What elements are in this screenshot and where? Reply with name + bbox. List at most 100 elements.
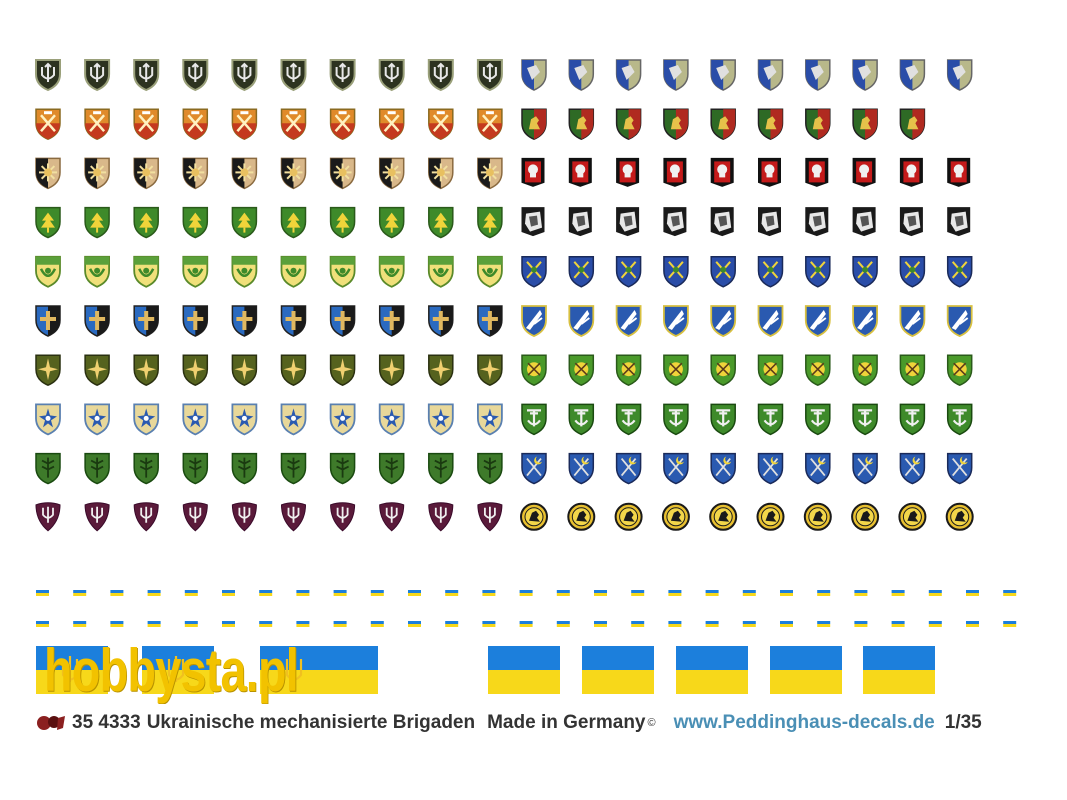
flag-strip [408, 590, 421, 596]
flag-strip [482, 621, 496, 627]
insignia-wolf-black-white [521, 207, 545, 237]
flag-strip [631, 590, 645, 596]
flag-strip [482, 590, 496, 596]
insignia-blue-wing-khaki [568, 59, 595, 91]
insignia-blue-wing-khaki [899, 59, 926, 91]
insignia-wolf-black-white [663, 207, 687, 237]
trident-icon [167, 656, 185, 682]
insignia-skull-black-red [758, 157, 781, 187]
insignia-star-blue-tan [378, 403, 405, 436]
insignia-rider-gold-round [945, 502, 974, 531]
insignia-wreath-yellow-green [231, 255, 258, 288]
insignia-skull-black-red [899, 157, 923, 187]
insignia-star-green-yellow [899, 354, 926, 387]
insignia-swords-blue [899, 256, 926, 288]
insignia-rider-gold-round [661, 502, 690, 531]
insignia-lion-green-red [663, 108, 689, 141]
origin-note: Made in Germany [487, 712, 646, 733]
insignia-blue-wing-khaki [805, 59, 831, 91]
insignia-wolf-black-white [947, 207, 971, 237]
insignia-plant-green [84, 452, 110, 485]
insignia-trident-drop-purple [477, 502, 503, 532]
trident-icon [285, 656, 303, 682]
insignia-wreath-yellow-green [378, 255, 405, 288]
flag-strip [966, 621, 979, 627]
insignia-anchor-green [521, 403, 547, 436]
insignia-rider-gold-round [756, 502, 785, 531]
insignia-star-blue-tan [427, 403, 454, 436]
flag-strip [854, 590, 868, 596]
insignia-wolf-black-white [568, 207, 592, 237]
insignia-orange-axes-red [378, 108, 405, 141]
scale-label: 1/35 [944, 712, 982, 733]
flag-strip [742, 621, 756, 627]
insignia-sun-tan [378, 157, 405, 190]
flag-strip [928, 621, 942, 627]
insignia-sun-tan [133, 157, 159, 190]
insignia-crescent-blue [852, 452, 878, 485]
insignia-star-green-yellow [521, 354, 547, 387]
insignia-lion-green-red [710, 108, 736, 141]
flag-strip [147, 590, 161, 596]
insignia-wing-blue-white [568, 305, 595, 337]
insignia-blue-wing-khaki [852, 59, 878, 91]
insignia-lion-green-red [805, 108, 831, 141]
insignia-sun-tan [280, 157, 307, 190]
insignia-orange-axes-red [84, 108, 110, 141]
insignia-trident-black [476, 59, 503, 92]
insignia-swords-blue [805, 256, 831, 288]
insignia-star-blue-tan [231, 403, 258, 436]
insignia-crescent-blue [946, 452, 973, 485]
insignia-trident-black [35, 59, 61, 92]
insignia-skull-black-red [947, 157, 971, 187]
insignia-trident-black [231, 59, 258, 92]
flag-strip [333, 621, 347, 627]
flag-strip [73, 621, 87, 627]
flag-strip [36, 621, 49, 627]
insignia-plant-green [428, 452, 454, 485]
insignia-trident-drop-purple [280, 502, 307, 532]
flag-strip [705, 590, 719, 596]
insignia-blue-wing-khaki [521, 59, 547, 91]
insignia-star-blue-tan [476, 403, 503, 436]
insignia-orange-axes-red [133, 108, 159, 141]
insignia-plant-green [329, 452, 356, 485]
insignia-star-green-yellow [946, 354, 973, 387]
flag-strip [259, 590, 273, 596]
insignia-star-green-yellow [615, 354, 642, 387]
insignia-wing-blue-white [521, 305, 547, 337]
flag-strip [519, 621, 533, 627]
insignia-trident-black [427, 59, 454, 92]
flag-with-trident [142, 646, 214, 694]
flag-strip [519, 590, 533, 596]
insignia-orange-axes-red [329, 108, 356, 141]
insignia-star-blue-tan [84, 403, 110, 436]
insignia-compass-olive [182, 354, 209, 387]
insignia-compass-olive [378, 354, 405, 387]
insignia-tree-green [329, 206, 356, 239]
insignia-lion-green-red [899, 108, 926, 141]
insignia-cross-blue-black [182, 305, 209, 337]
insignia-orange-axes-red [182, 108, 209, 141]
insignia-trident-black [182, 59, 209, 92]
insignia-plant-green [231, 452, 258, 485]
insignia-wreath-yellow-green [133, 255, 160, 288]
insignia-star-blue-tan [280, 403, 307, 436]
insignia-star-blue-tan [133, 403, 160, 436]
flag-strip [370, 621, 384, 627]
flag-strip [928, 590, 942, 596]
insignia-anchor-green [946, 403, 973, 436]
insignia-lion-green-red [521, 108, 547, 141]
insignia-wing-blue-white [663, 305, 689, 337]
flag-strip [370, 590, 384, 596]
insignia-swords-blue [757, 256, 784, 288]
insignia-rider-gold-round [803, 502, 832, 531]
insignia-tree-green [133, 206, 159, 239]
insignia-crescent-blue [805, 452, 831, 485]
insignia-wing-blue-white [710, 305, 737, 337]
insignia-sun-tan [477, 157, 503, 190]
insignia-plant-green [35, 452, 61, 485]
website-link[interactable]: www.Peddinghaus-decals.de [673, 712, 935, 733]
insignia-cross-blue-black [280, 305, 307, 337]
insignia-trident-drop-purple [35, 502, 61, 532]
